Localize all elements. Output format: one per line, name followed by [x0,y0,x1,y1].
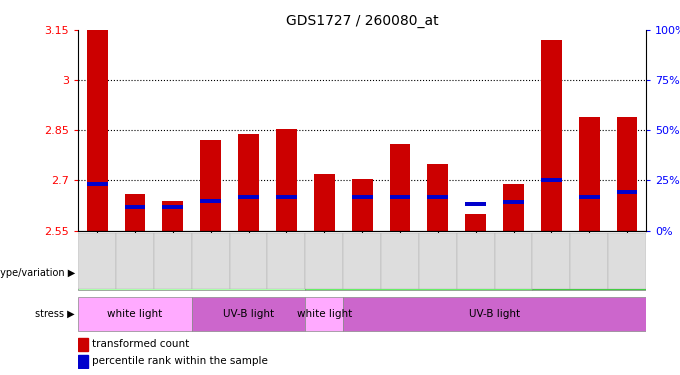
Bar [352,195,373,199]
Bar [428,164,448,231]
Bar [154,232,192,289]
Bar [78,355,88,368]
Bar [267,232,305,289]
Bar [390,195,410,199]
Text: white light: white light [296,309,352,319]
Bar [238,134,259,231]
Bar [276,195,296,199]
Bar [532,256,646,290]
Bar [428,195,448,199]
Bar [343,297,646,331]
Bar [87,182,107,186]
Text: uvr8-1 mutant: uvr8-1 mutant [381,268,456,278]
Bar [465,214,486,231]
Bar [571,232,608,289]
Text: percentile rank within the sample: percentile rank within the sample [92,356,269,366]
Bar [124,194,146,231]
Bar [305,256,532,290]
Text: UV-B light: UV-B light [223,309,274,319]
Bar [230,232,267,289]
Bar [116,232,154,289]
Bar [494,232,532,289]
Bar [305,297,343,331]
Text: UV-B light: UV-B light [469,309,520,319]
Bar [78,256,305,290]
Bar [608,232,646,289]
Bar [163,205,183,209]
Bar [457,232,494,289]
Bar [238,195,259,199]
Text: white light: white light [107,309,163,319]
Bar [192,297,305,331]
Bar [419,232,457,289]
Bar [617,117,637,231]
Bar [465,202,486,206]
Title: GDS1727 / 260080_at: GDS1727 / 260080_at [286,13,439,28]
Bar [503,200,524,204]
Bar [78,297,192,331]
Bar [201,198,221,202]
Bar [78,338,88,351]
Bar [305,232,343,289]
Bar [87,0,107,231]
Bar [314,174,335,231]
Bar [541,40,562,231]
Bar [124,205,146,209]
Text: genotype/variation ▶: genotype/variation ▶ [0,268,75,278]
Bar [390,144,410,231]
Bar [532,232,571,289]
Bar [541,178,562,183]
Bar [343,232,381,289]
Text: transformed count: transformed count [92,339,190,350]
Bar [352,179,373,231]
Bar [78,232,116,289]
Bar [163,201,183,231]
Bar [617,190,637,194]
Bar [579,117,600,231]
Bar [381,232,419,289]
Bar [579,195,600,199]
Bar [503,184,524,231]
Bar [192,232,230,289]
Text: stress ▶: stress ▶ [35,309,75,319]
Text: hy5-1 mutant: hy5-1 mutant [554,268,625,278]
Text: wild type: wild type [168,268,216,278]
Bar [276,129,296,231]
Bar [201,140,221,231]
